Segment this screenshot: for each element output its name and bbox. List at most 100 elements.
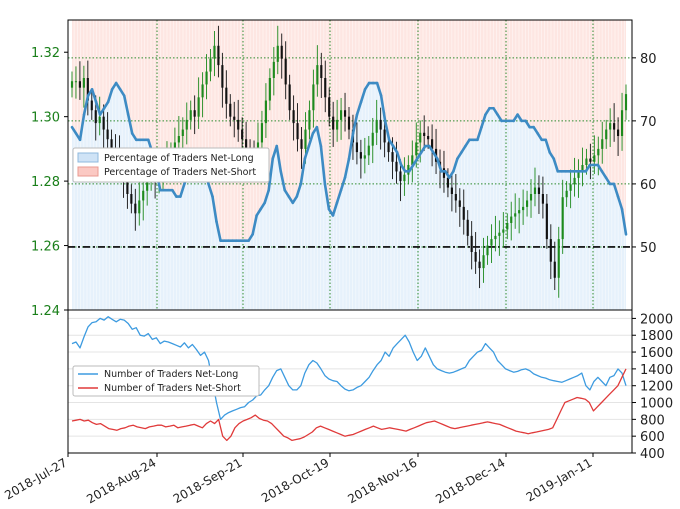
candle-body — [288, 84, 291, 111]
legend-swatch-net-long — [77, 152, 99, 163]
net-long-pct-segment — [122, 94, 130, 116]
net-long-pct-segment — [78, 113, 86, 142]
candle-body — [482, 255, 485, 269]
candle-body — [316, 65, 319, 85]
count-tick-label: 1400 — [640, 363, 673, 378]
price-tick-label: 1.28 — [31, 175, 60, 190]
candle-body — [474, 252, 477, 262]
candle-body — [529, 194, 533, 201]
candle-body — [82, 78, 85, 88]
net-long-pct-segment — [90, 88, 98, 104]
candle-body — [233, 116, 236, 120]
candle-body — [324, 78, 327, 98]
net-long-pct-segment — [395, 151, 403, 167]
candle-body — [130, 194, 133, 204]
candle-body — [545, 203, 548, 240]
net-long-pct-segment — [275, 144, 283, 173]
price-tick-label: 1.26 — [31, 240, 60, 255]
candle-body — [446, 177, 450, 188]
candle-body — [609, 123, 612, 130]
candle-body — [260, 123, 264, 143]
net-long-pct-segment — [279, 170, 287, 192]
top-panel: 1.24 1.26 1.28 1.30 1.32 50 60 70 80 Percentage o… — [31, 19, 657, 319]
candle-body — [605, 129, 608, 140]
net-long-count-line — [71, 316, 627, 421]
candle-body — [486, 245, 489, 256]
count-tick-label: 400 — [640, 447, 665, 462]
candle-body — [442, 168, 446, 178]
legend-label-count-long: Number of Traders Net-Long — [104, 369, 238, 380]
net-long-pct-segment — [383, 119, 391, 142]
candle-body — [217, 45, 220, 66]
net-long-pct-segment — [339, 176, 347, 192]
candle-body — [237, 119, 240, 130]
net-long-pct-segment — [263, 188, 271, 205]
candle-body — [569, 184, 572, 191]
candle-body — [347, 116, 351, 130]
candle-body — [245, 139, 248, 149]
candle-body — [415, 142, 418, 156]
candle-body — [74, 81, 78, 83]
net-long-pct-segment — [347, 132, 355, 160]
candle-body — [601, 139, 604, 149]
candle-body — [70, 81, 74, 88]
candle-body — [78, 81, 81, 88]
candle-body — [367, 145, 370, 156]
candle-body — [624, 94, 628, 111]
net-long-pct-segment — [351, 113, 359, 135]
net-long-pct-segment — [215, 220, 222, 242]
price-tick-label: 1.32 — [31, 46, 60, 61]
date-tick-label: 2018-Nov-16 — [345, 455, 419, 506]
date-tick-label: 2018-Aug-24 — [84, 455, 158, 506]
candle-body — [549, 239, 552, 262]
pct-tick-label: 80 — [640, 52, 657, 67]
candle-body — [379, 119, 382, 130]
net-long-pct-segment — [612, 182, 620, 198]
candle-body — [102, 116, 105, 130]
net-long-pct-segment — [106, 88, 114, 104]
candle-body — [138, 200, 141, 214]
legend-label-count-short: Number of Traders Net-Short — [104, 383, 241, 394]
net-long-pct-segment — [323, 182, 331, 211]
candle-body — [110, 139, 113, 149]
candle-body — [268, 78, 271, 101]
candle-body — [332, 116, 335, 130]
pct-tick-label: 70 — [640, 115, 657, 130]
candle-body — [189, 110, 192, 120]
legend-label-net-long: Percentage of Traders Net-Long — [104, 153, 254, 164]
candle-body — [502, 229, 505, 233]
candle-body — [411, 155, 414, 165]
candle-body — [280, 45, 283, 59]
candle-body — [205, 71, 208, 85]
net-long-pct-segment — [126, 113, 134, 135]
net-long-pct-segment — [251, 214, 258, 236]
candle-body — [407, 165, 410, 175]
candle-body — [371, 132, 374, 146]
count-tick-label: 2000 — [640, 312, 673, 327]
candle-body — [296, 123, 299, 140]
candle-body — [94, 110, 97, 124]
candle-body — [518, 210, 521, 214]
candle-body — [506, 223, 509, 230]
candle-body — [585, 158, 588, 165]
candle-body — [454, 194, 457, 201]
candle-body — [613, 123, 616, 130]
net-long-pct-segment — [335, 188, 343, 205]
net-long-pct-segment — [476, 125, 483, 142]
candle-body — [391, 152, 394, 162]
candle-body — [308, 110, 311, 130]
candle-body — [229, 103, 232, 117]
candle-body — [494, 235, 497, 240]
net-short-count-line — [71, 368, 627, 442]
candle-body — [514, 213, 517, 217]
candle-body — [510, 216, 513, 223]
candle-body — [363, 155, 366, 159]
net-long-pct-segment — [379, 94, 387, 123]
net-long-pct-segment — [315, 125, 323, 148]
candle-body — [185, 119, 188, 130]
candle-body — [181, 129, 184, 136]
legend-top: Percentage of Traders Net-Long Percentage… — [72, 147, 270, 183]
candle-body — [620, 110, 624, 136]
candle-body — [419, 132, 422, 143]
